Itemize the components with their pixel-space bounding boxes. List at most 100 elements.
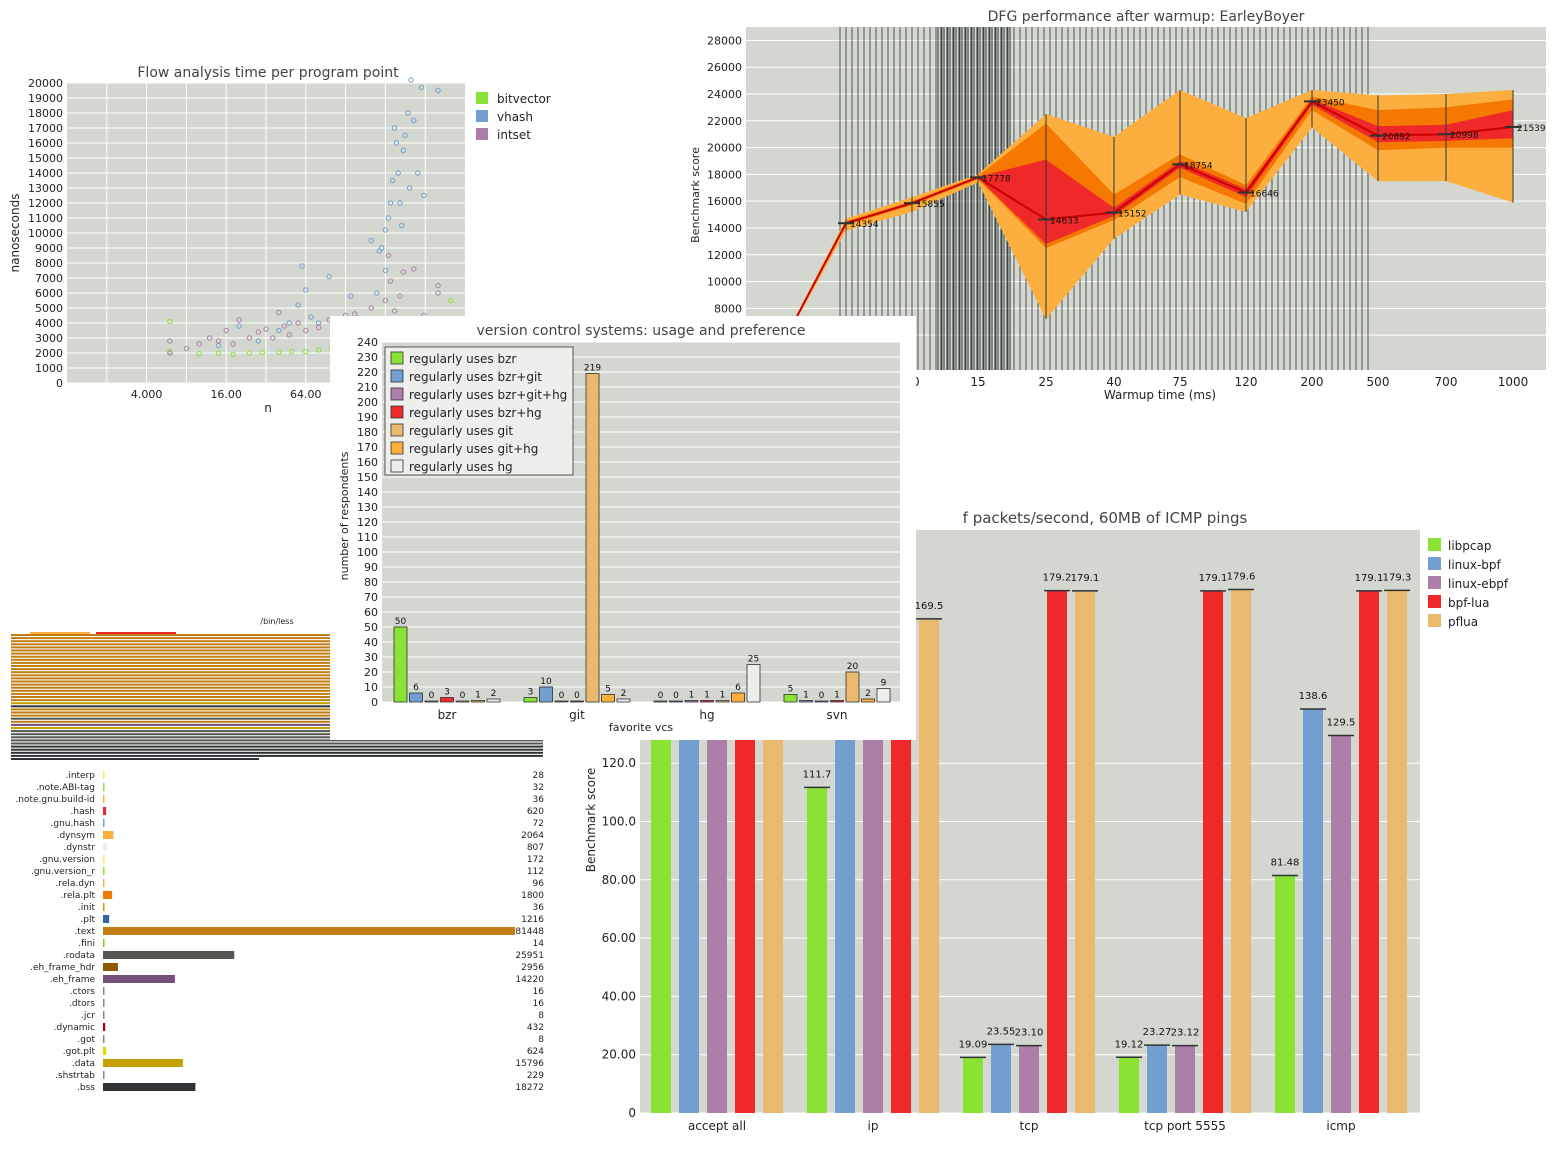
flow-point-vhash <box>398 222 405 229</box>
dfg-value-label: 15152 <box>1118 210 1147 220</box>
packets-bar-libpcap <box>807 787 827 1113</box>
sections-strip <box>11 637 543 640</box>
vcs-bar <box>409 692 423 703</box>
vcs-ytick-label: 10 <box>364 681 378 694</box>
sections-row-label: .eh_frame_hdr <box>30 963 95 973</box>
sections-bar <box>103 879 105 887</box>
flow-point-bitvector <box>315 347 322 353</box>
sections-title: /bin/less <box>260 617 293 626</box>
sections-value-label: 8 <box>538 1035 544 1045</box>
flow-point-vhash <box>418 84 425 91</box>
sections-strip <box>11 705 543 708</box>
packets-category-label: accept all <box>688 1119 746 1133</box>
packets-legend-label: linux-ebpf <box>1448 577 1509 591</box>
flow-points <box>167 77 461 358</box>
vcs-ytick-label: 0 <box>371 696 378 709</box>
dfg-xtick-label: 15 <box>970 375 985 389</box>
sections-row-label: .ctors <box>70 987 96 997</box>
vcs-bar <box>601 694 615 703</box>
vcs-ytick-label: 200 <box>357 396 378 409</box>
sections-strip <box>11 634 543 636</box>
vcs-legend-label: regularly uses bzr+hg <box>409 406 542 420</box>
sections-value-label: 8 <box>538 1011 544 1021</box>
flow-ytick-label: 2000 <box>35 347 63 360</box>
vcs-value-label: 20 <box>847 662 859 672</box>
packets-ytick-label: 20.00 <box>602 1048 636 1062</box>
packets-bar-linux-ebpf <box>1331 735 1351 1113</box>
sections-row-label: .rela.plt <box>60 891 95 901</box>
packets-bar-linux-ebpf <box>707 617 727 1113</box>
sections-bar <box>103 843 108 851</box>
packets-bar-linux-bpf <box>679 617 699 1113</box>
packets-category-label: icmp <box>1326 1119 1355 1133</box>
flow-point-intset <box>196 341 202 347</box>
flow-point-vhash <box>402 132 408 139</box>
sections-strip <box>11 702 543 705</box>
sections-strip <box>11 680 543 683</box>
packets-legend-label: pflua <box>1448 615 1478 629</box>
packets-value-label: 23.12 <box>1171 1028 1200 1039</box>
sections-strip <box>11 751 543 754</box>
flow-point-intset <box>400 269 407 275</box>
flow-title: Flow analysis time per program point <box>137 65 399 81</box>
flow-point-bitvector <box>167 318 173 325</box>
packets-legend: libpcap linux-bpf linux-ebpf bpf-lua pflua <box>1428 538 1509 629</box>
vcs-bar <box>799 700 813 703</box>
sections-value-label: 807 <box>527 843 544 853</box>
dfg-ylabel: Benchmark score <box>689 147 702 243</box>
packets-value-label: 179.6 <box>1227 571 1256 582</box>
vcs-bar <box>814 700 829 703</box>
sections-strip <box>11 730 543 733</box>
packets-legend-label: linux-bpf <box>1448 558 1502 572</box>
vcs-ylabel: number of respondents <box>338 451 351 580</box>
sections-strip <box>11 745 543 748</box>
sections-strip <box>11 708 543 711</box>
sections-strip <box>11 711 543 714</box>
dfg-value-label: 15855 <box>916 200 945 210</box>
sections-bar <box>103 1059 183 1067</box>
vcs-value-label: 2 <box>865 689 871 699</box>
flow-chart-panel: 0 1000 2000 3000 4000 5000 6000 7000 8000 9000 100… <box>0 55 580 415</box>
dfg-ytick-label: 18000 <box>707 168 742 181</box>
sections-row-label: .gnu.version <box>39 855 95 865</box>
packets-bar-pflua <box>919 618 939 1113</box>
packets-title: f packets/second, 60MB of ICMP pings <box>963 509 1248 527</box>
dfg-xtick-label: 40 <box>1106 375 1121 389</box>
dfg-ytick-label: 16000 <box>707 195 742 208</box>
vcs-legend-swatch <box>390 459 404 473</box>
sections-bar <box>103 975 175 983</box>
flow-point-intset <box>215 338 222 344</box>
flow-point-intset <box>435 290 441 296</box>
packets-bar-libpcap <box>651 617 671 1113</box>
vcs-bar <box>570 700 584 703</box>
vcs-value-label: 9 <box>881 679 887 689</box>
sections-bar <box>103 987 105 995</box>
dfg-ytick-label: 28000 <box>707 34 742 47</box>
flow-point-intset <box>315 324 322 331</box>
flow-legend: bitvector vhash intset <box>476 92 551 142</box>
packets-bar-linux-bpf <box>1147 1045 1167 1113</box>
flow-point-bitvector <box>288 348 295 355</box>
sections-bar <box>103 783 105 791</box>
packets-ytick-label: 40.00 <box>602 989 636 1003</box>
flow-point-vhash <box>382 227 389 233</box>
packets-category-label: tcp <box>1020 1119 1039 1133</box>
sections-strip <box>11 655 543 658</box>
sections-value-label: 14220 <box>515 975 544 985</box>
sections-row-label: .plt <box>80 915 95 925</box>
vcs-bar <box>486 698 501 703</box>
dfg-ytick-label: 12000 <box>707 249 742 262</box>
sections-strip <box>11 717 543 720</box>
vcs-value-label: 219 <box>584 364 601 374</box>
vcs-bar <box>455 700 470 703</box>
dfg-value-label: 16646 <box>1250 190 1279 200</box>
packets-value-label: 179.1 <box>1355 573 1384 584</box>
flow-point-intset <box>391 308 398 314</box>
flow-ytick-label: 13000 <box>28 182 63 195</box>
sections-row-label: .hash <box>71 807 95 817</box>
sections-strip <box>11 723 543 726</box>
vcs-bar <box>861 698 875 703</box>
packets-value-label: 23.27 <box>1143 1027 1172 1038</box>
flow-point-vhash <box>415 170 421 176</box>
vcs-bar <box>585 373 600 703</box>
